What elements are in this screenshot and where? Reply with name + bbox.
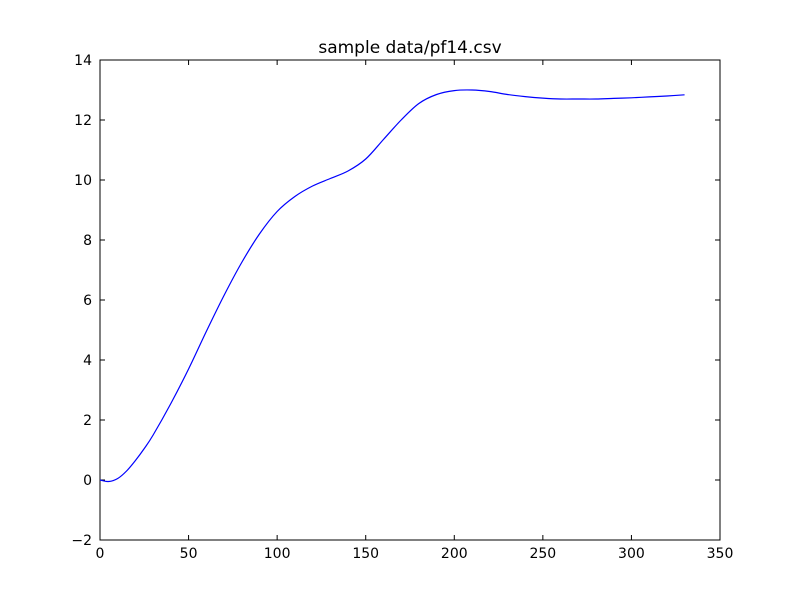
series-group (99, 89, 685, 483)
x-tick-label: 350 (707, 546, 734, 562)
x-tick-label: 50 (180, 546, 198, 562)
y-tick-label: 14 (74, 53, 92, 69)
x-tick-label: 100 (264, 546, 291, 562)
x-tick-label: 250 (529, 546, 556, 562)
y-tick-label: 12 (74, 113, 92, 129)
plot-frame (99, 59, 721, 541)
y-tick-label: 4 (83, 353, 92, 369)
x-tick-label: 0 (96, 546, 105, 562)
y-tick-label: 2 (83, 413, 92, 429)
series-line (99, 89, 685, 483)
y-tick-label: −2 (71, 533, 92, 549)
y-tick-label: 8 (83, 233, 92, 249)
x-tick-label: 150 (352, 546, 379, 562)
x-tick-label: 300 (618, 546, 645, 562)
x-tick-label: 200 (441, 546, 468, 562)
y-tick-label: 6 (83, 293, 92, 309)
y-tick-label: 10 (74, 173, 92, 189)
y-tick-label: 0 (83, 473, 92, 489)
chart-title: sample data/pf14.csv (318, 38, 501, 58)
